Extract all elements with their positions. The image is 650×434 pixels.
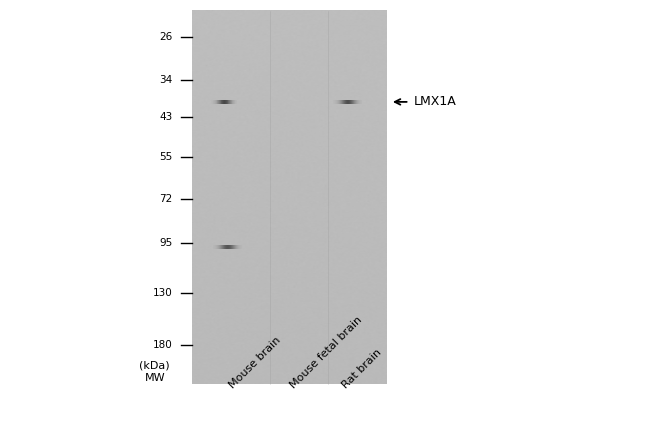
Text: Mouse brain: Mouse brain: [227, 335, 282, 391]
Text: (kDa): (kDa): [139, 360, 170, 371]
Text: 55: 55: [159, 151, 172, 161]
Text: MW: MW: [144, 373, 165, 384]
Text: LMX1A: LMX1A: [414, 95, 457, 108]
Text: 95: 95: [159, 238, 172, 249]
Text: 34: 34: [159, 75, 172, 85]
Text: Rat brain: Rat brain: [341, 348, 384, 391]
Text: 43: 43: [159, 112, 172, 122]
Text: 130: 130: [153, 288, 172, 298]
Text: 72: 72: [159, 194, 172, 204]
Text: 26: 26: [159, 33, 172, 43]
Text: 180: 180: [153, 340, 172, 350]
Text: Mouse fetal brain: Mouse fetal brain: [289, 315, 365, 391]
